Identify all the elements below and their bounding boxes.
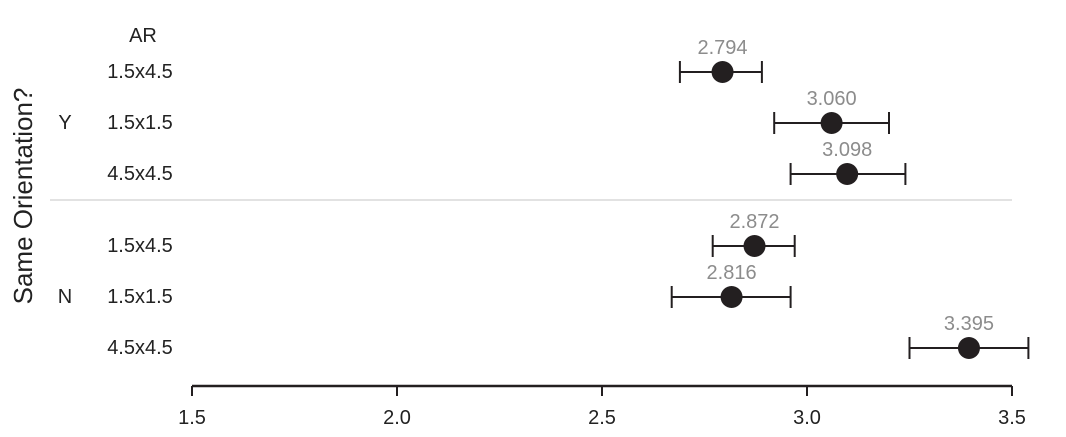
group-label-y: Y	[58, 112, 71, 134]
y-axis-title: Same Orientation?	[8, 88, 38, 305]
data-point	[711, 61, 734, 83]
value-label: 3.060	[807, 88, 857, 110]
ar-column-header: AR	[129, 25, 157, 47]
value-label: 2.816	[707, 262, 757, 284]
data-point	[743, 235, 766, 257]
value-label: 3.098	[822, 139, 872, 161]
data-point	[720, 286, 743, 308]
x-tick-label: 3.5	[998, 407, 1026, 429]
row-label: 4.5x4.5	[107, 337, 173, 359]
value-label: 2.872	[729, 211, 779, 233]
x-tick-label: 2.0	[383, 407, 411, 429]
row-label: 1.5x1.5	[107, 286, 173, 308]
row-label: 4.5x4.5	[107, 163, 173, 185]
x-tick-label: 1.5	[178, 407, 206, 429]
plot-area: Y 1.5x4.5 2.794 1.5x1.5 3.060 4.5x4.5 3.098 N 1.…	[50, 37, 1030, 429]
data-point	[957, 337, 980, 359]
row-label: 1.5x1.5	[107, 112, 173, 134]
x-tick-label: 3.0	[793, 407, 821, 429]
value-label: 2.794	[698, 37, 748, 59]
row-label: 1.5x4.5	[107, 61, 173, 83]
value-label: 3.395	[944, 313, 994, 335]
row-label: 1.5x4.5	[107, 235, 173, 257]
x-tick-label: 2.5	[588, 407, 616, 429]
group-label-n: N	[58, 286, 72, 308]
data-point	[836, 163, 859, 185]
data-point	[820, 112, 843, 134]
